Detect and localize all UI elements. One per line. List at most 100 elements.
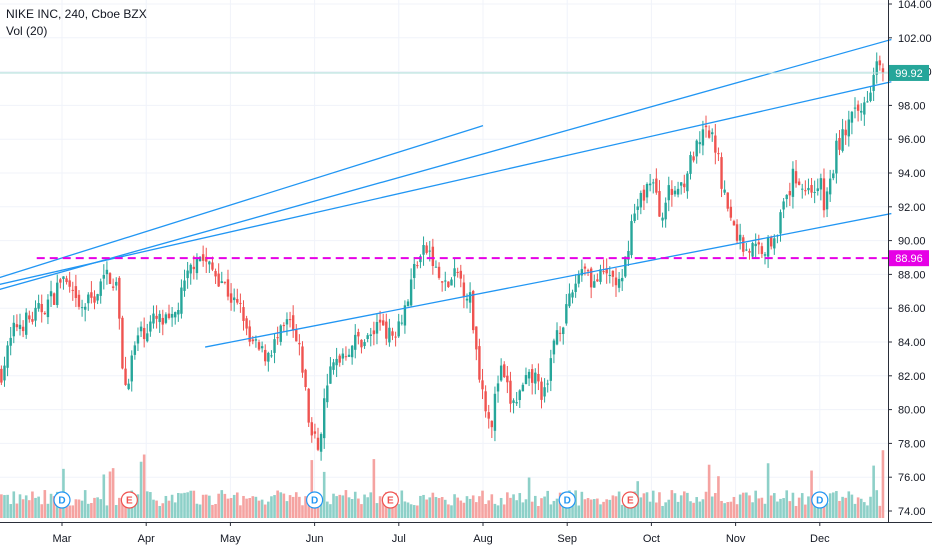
candle-body	[232, 297, 236, 301]
candle-body	[447, 281, 450, 287]
volume-bar	[285, 501, 289, 518]
volume-bar	[211, 504, 214, 518]
candle-body	[149, 321, 152, 332]
volume-bar	[235, 492, 239, 518]
candle-body	[732, 221, 736, 226]
volume-bar	[490, 494, 494, 518]
candle-body	[698, 142, 702, 145]
volume-bar	[338, 494, 342, 518]
candle-body	[515, 402, 518, 404]
volume-bar	[416, 505, 419, 518]
volume-bar	[220, 490, 224, 518]
volume-bar	[167, 500, 171, 518]
volume-bar	[602, 501, 605, 518]
volume-bar	[149, 492, 152, 518]
candle-body	[180, 287, 183, 314]
volume-bar	[34, 497, 37, 518]
volume-bar	[810, 470, 813, 518]
candle-body	[310, 422, 313, 436]
candle-body	[748, 250, 751, 253]
candle-body	[630, 221, 633, 256]
volume-bar	[549, 504, 553, 518]
candle-body	[456, 271, 459, 273]
dividend-marker-icon	[558, 491, 576, 509]
volume-bar	[763, 503, 767, 518]
price-tick-label: 98.00	[898, 100, 926, 112]
volume-bar	[614, 496, 618, 518]
candle-body	[558, 332, 562, 334]
candle-body	[99, 281, 102, 296]
candle-body	[506, 375, 509, 383]
volume-bar	[813, 498, 816, 518]
volume-bar	[440, 497, 444, 518]
candle-body	[226, 279, 230, 297]
volume-bar	[229, 498, 233, 518]
candle-body	[797, 181, 801, 185]
volume-bar	[779, 498, 782, 518]
candle-body	[832, 173, 835, 179]
candle-body	[512, 400, 515, 403]
price-tick-label: 96.00	[898, 134, 926, 146]
candle-body	[770, 237, 773, 247]
candle-body	[723, 189, 726, 193]
candle-body	[701, 129, 705, 146]
volume-bar	[574, 490, 577, 518]
candle-body	[108, 273, 112, 284]
volume-bar	[276, 490, 279, 518]
volume-bar	[791, 492, 795, 518]
volume-bar	[617, 491, 621, 518]
candle-body	[46, 299, 50, 318]
volume-bar	[93, 497, 96, 518]
event-marker-label: D	[311, 496, 318, 507]
candle-body	[478, 346, 481, 380]
volume-bar	[869, 496, 872, 518]
candle-body	[388, 327, 391, 343]
candle-body	[850, 111, 854, 123]
volume-bar	[506, 492, 509, 518]
candle-body	[453, 268, 456, 277]
candle-body	[565, 304, 568, 324]
volume-bar	[425, 499, 428, 518]
candle-body	[15, 324, 19, 328]
volume-bar	[9, 504, 12, 518]
volume-bar	[496, 505, 500, 518]
volume-bar	[698, 501, 702, 518]
volume-bar	[664, 502, 667, 518]
volume-bar	[782, 498, 785, 518]
volume-bar	[655, 502, 658, 518]
volume-bar	[639, 497, 643, 518]
candle-body	[18, 324, 22, 329]
candle-body	[158, 313, 161, 323]
candle-body	[285, 319, 289, 325]
volume-bar	[518, 493, 522, 518]
candle-body	[304, 369, 307, 388]
candle-body	[96, 294, 99, 301]
candle-body	[279, 325, 282, 342]
candle-body	[645, 183, 649, 198]
candle-body	[472, 290, 475, 331]
volume-bar	[217, 493, 220, 518]
volume-bar	[406, 502, 410, 518]
candle-body	[74, 286, 78, 299]
volume-bar	[226, 498, 230, 518]
candle-body	[549, 358, 553, 381]
volume-bar	[223, 493, 227, 518]
volume-indicator-label: Vol (20)	[6, 24, 48, 38]
candle-body	[341, 353, 345, 359]
candle-body	[540, 381, 543, 400]
candle-body	[490, 420, 494, 428]
candle-body	[177, 309, 180, 315]
volume-bar	[465, 496, 469, 518]
volume-bar	[183, 492, 186, 518]
candle-body	[605, 268, 608, 274]
volume-bar	[540, 498, 543, 518]
candle-body	[518, 390, 521, 401]
volume-bar	[748, 495, 751, 518]
candle-body	[760, 246, 764, 254]
price-label-badge	[889, 250, 929, 267]
earnings-marker-icon	[381, 491, 399, 509]
price-tick-label: 78.00	[898, 438, 926, 450]
candle-body	[400, 322, 404, 324]
